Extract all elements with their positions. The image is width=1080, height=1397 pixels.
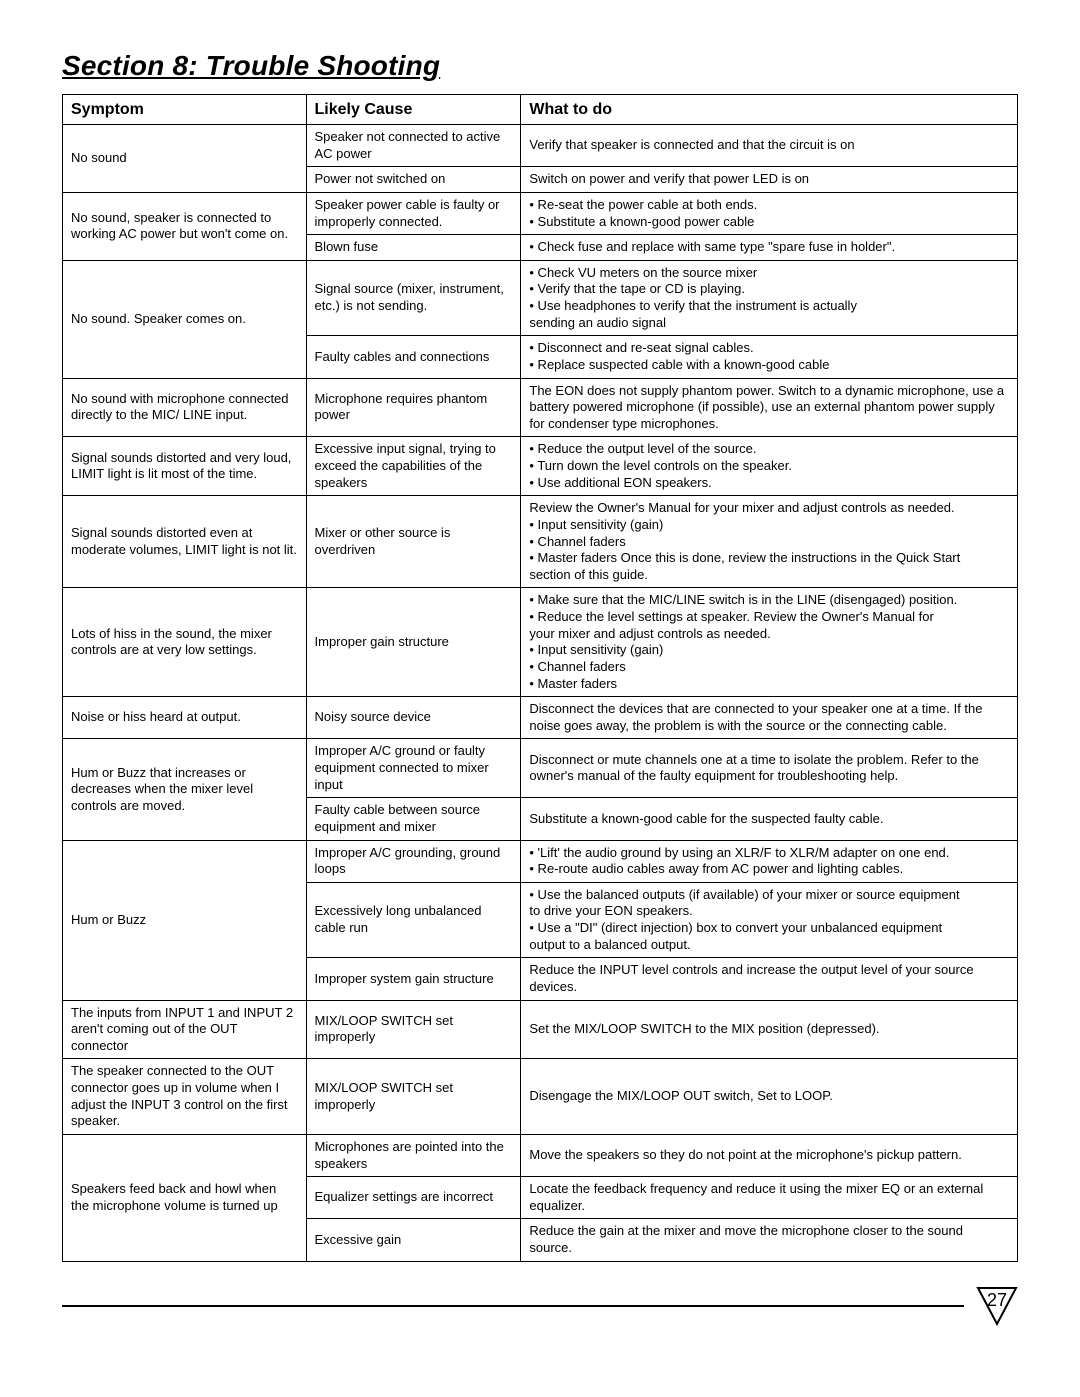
table-body: No soundSpeaker not connected to active … — [63, 125, 1018, 1262]
table-row: No sound, speaker is connected to workin… — [63, 192, 1018, 234]
table-row: Signal sounds distorted and very loud, L… — [63, 437, 1018, 496]
cell-cause: Noisy source device — [306, 697, 521, 739]
cell-what: • Check fuse and replace with same type … — [521, 235, 1018, 261]
cell-what: Substitute a known-good cable for the su… — [521, 798, 1018, 840]
cell-what: Disconnect or mute channels one at a tim… — [521, 739, 1018, 798]
cell-symptom: Hum or Buzz — [63, 840, 307, 1000]
table-row: No soundSpeaker not connected to active … — [63, 125, 1018, 167]
cell-cause: Excessive input signal, trying to exceed… — [306, 437, 521, 496]
cell-cause: MIX/LOOP SWITCH set improperly — [306, 1059, 521, 1135]
cell-cause: Improper A/C grounding, ground loops — [306, 840, 521, 882]
table-row: Lots of hiss in the sound, the mixer con… — [63, 588, 1018, 697]
col-cause-header: Likely Cause — [306, 95, 521, 125]
cell-cause: Speaker not connected to active AC power — [306, 125, 521, 167]
cell-what: Reduce the INPUT level controls and incr… — [521, 958, 1018, 1000]
table-row: Hum or BuzzImproper A/C grounding, groun… — [63, 840, 1018, 882]
cell-symptom: Signal sounds distorted and very loud, L… — [63, 437, 307, 496]
cell-cause: Excessive gain — [306, 1219, 521, 1261]
cell-what: • Use the balanced outputs (if available… — [521, 882, 1018, 958]
table-row: Speakers feed back and howl when the mic… — [63, 1134, 1018, 1176]
cell-cause: Improper A/C ground or faulty equipment … — [306, 739, 521, 798]
troubleshooting-table: Symptom Likely Cause What to do No sound… — [62, 94, 1018, 1262]
cell-cause: Improper system gain structure — [306, 958, 521, 1000]
table-row: The inputs from INPUT 1 and INPUT 2 aren… — [63, 1000, 1018, 1059]
table-row: Signal sounds distorted even at moderate… — [63, 496, 1018, 588]
cell-what: • Re-seat the power cable at both ends. … — [521, 192, 1018, 234]
cell-what: • Check VU meters on the source mixer • … — [521, 260, 1018, 336]
cell-cause: Microphones are pointed into the speaker… — [306, 1134, 521, 1176]
section-title: Section 8: Trouble Shooting — [62, 50, 1018, 82]
cell-what: • Reduce the output level of the source.… — [521, 437, 1018, 496]
cell-cause: Signal source (mixer, instrument, etc.) … — [306, 260, 521, 336]
cell-what: Switch on power and verify that power LE… — [521, 167, 1018, 193]
cell-cause: Speaker power cable is faulty or imprope… — [306, 192, 521, 234]
cell-symptom: No sound. Speaker comes on. — [63, 260, 307, 378]
cell-cause: Excessively long unbalanced cable run — [306, 882, 521, 958]
cell-what: Disengage the MIX/LOOP OUT switch, Set t… — [521, 1059, 1018, 1135]
cell-what: Move the speakers so they do not point a… — [521, 1134, 1018, 1176]
cell-symptom: The speaker connected to the OUT connect… — [63, 1059, 307, 1135]
cell-what: • Disconnect and re-seat signal cables. … — [521, 336, 1018, 378]
cell-what: • 'Lift' the audio ground by using an XL… — [521, 840, 1018, 882]
cell-what: Verify that speaker is connected and tha… — [521, 125, 1018, 167]
cell-what: Set the MIX/LOOP SWITCH to the MIX posit… — [521, 1000, 1018, 1059]
cell-symptom: Lots of hiss in the sound, the mixer con… — [63, 588, 307, 697]
page-number: 27 — [976, 1290, 1018, 1311]
cell-symptom: No sound — [63, 125, 307, 193]
cell-symptom: Signal sounds distorted even at moderate… — [63, 496, 307, 588]
cell-symptom: Hum or Buzz that increases or decreases … — [63, 739, 307, 840]
table-row: No sound with microphone connected direc… — [63, 378, 1018, 437]
cell-what: The EON does not supply phantom power. S… — [521, 378, 1018, 437]
cell-cause: Microphone requires phantom power — [306, 378, 521, 437]
cell-cause: Blown fuse — [306, 235, 521, 261]
cell-cause: Mixer or other source is overdriven — [306, 496, 521, 588]
table-row: Hum or Buzz that increases or decreases … — [63, 739, 1018, 798]
cell-symptom: No sound, speaker is connected to workin… — [63, 192, 307, 260]
cell-cause: MIX/LOOP SWITCH set improperly — [306, 1000, 521, 1059]
col-symptom-header: Symptom — [63, 95, 307, 125]
footer-rule — [62, 1305, 964, 1307]
col-what-header: What to do — [521, 95, 1018, 125]
page-footer: 27 — [62, 1286, 1018, 1326]
page-number-badge: 27 — [976, 1286, 1018, 1326]
cell-cause: Equalizer settings are incorrect — [306, 1177, 521, 1219]
cell-cause: Improper gain structure — [306, 588, 521, 697]
cell-symptom: Noise or hiss heard at output. — [63, 697, 307, 739]
cell-what: Disconnect the devices that are connecte… — [521, 697, 1018, 739]
cell-what: Review the Owner's Manual for your mixer… — [521, 496, 1018, 588]
table-row: The speaker connected to the OUT connect… — [63, 1059, 1018, 1135]
cell-what: • Make sure that the MIC/LINE switch is … — [521, 588, 1018, 697]
cell-cause: Faulty cable between source equipment an… — [306, 798, 521, 840]
cell-symptom: The inputs from INPUT 1 and INPUT 2 aren… — [63, 1000, 307, 1059]
cell-what: Reduce the gain at the mixer and move th… — [521, 1219, 1018, 1261]
table-row: No sound. Speaker comes on.Signal source… — [63, 260, 1018, 336]
cell-cause: Faulty cables and connections — [306, 336, 521, 378]
table-header-row: Symptom Likely Cause What to do — [63, 95, 1018, 125]
page: Section 8: Trouble Shooting Symptom Like… — [0, 0, 1080, 1356]
table-row: Noise or hiss heard at output.Noisy sour… — [63, 697, 1018, 739]
cell-cause: Power not switched on — [306, 167, 521, 193]
cell-what: Locate the feedback frequency and reduce… — [521, 1177, 1018, 1219]
cell-symptom: Speakers feed back and howl when the mic… — [63, 1134, 307, 1261]
cell-symptom: No sound with microphone connected direc… — [63, 378, 307, 437]
